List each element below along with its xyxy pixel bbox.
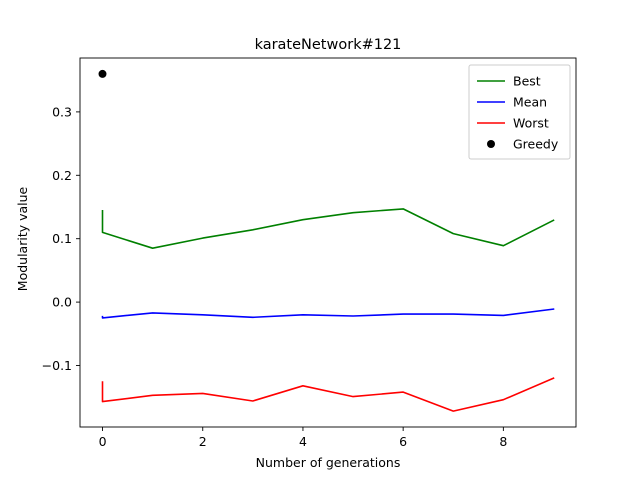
legend-label-greedy: Greedy [513, 137, 559, 152]
legend-swatch-greedy [487, 140, 495, 148]
legend-label-mean: Mean [513, 95, 547, 110]
chart-title: karateNetwork#121 [255, 37, 402, 53]
y-tick-label: −0.1 [42, 358, 72, 373]
y-tick-label: 0.3 [52, 104, 72, 119]
series-point-greedy [98, 69, 107, 78]
y-tick-label: 0.1 [52, 231, 72, 246]
x-axis-label: Number of generations [256, 455, 401, 470]
y-axis-label: Modularity value [15, 186, 30, 291]
series-line-mean [101, 308, 555, 319]
legend-label-worst: Worst [513, 116, 549, 131]
x-tick-label: 6 [399, 434, 407, 449]
y-tick-label: 0.0 [52, 295, 72, 310]
x-tick-label: 8 [499, 434, 507, 449]
x-tick-label: 4 [299, 434, 307, 449]
x-tick-label: 0 [99, 434, 107, 449]
legend-box [468, 64, 571, 160]
y-tick-label: 0.2 [52, 168, 72, 183]
x-tick-label: 2 [199, 434, 207, 449]
series-line-best [101, 208, 555, 249]
legend-label-best: Best [513, 74, 541, 89]
plot-area-frame [79, 57, 577, 428]
series-line-worst [101, 377, 555, 412]
